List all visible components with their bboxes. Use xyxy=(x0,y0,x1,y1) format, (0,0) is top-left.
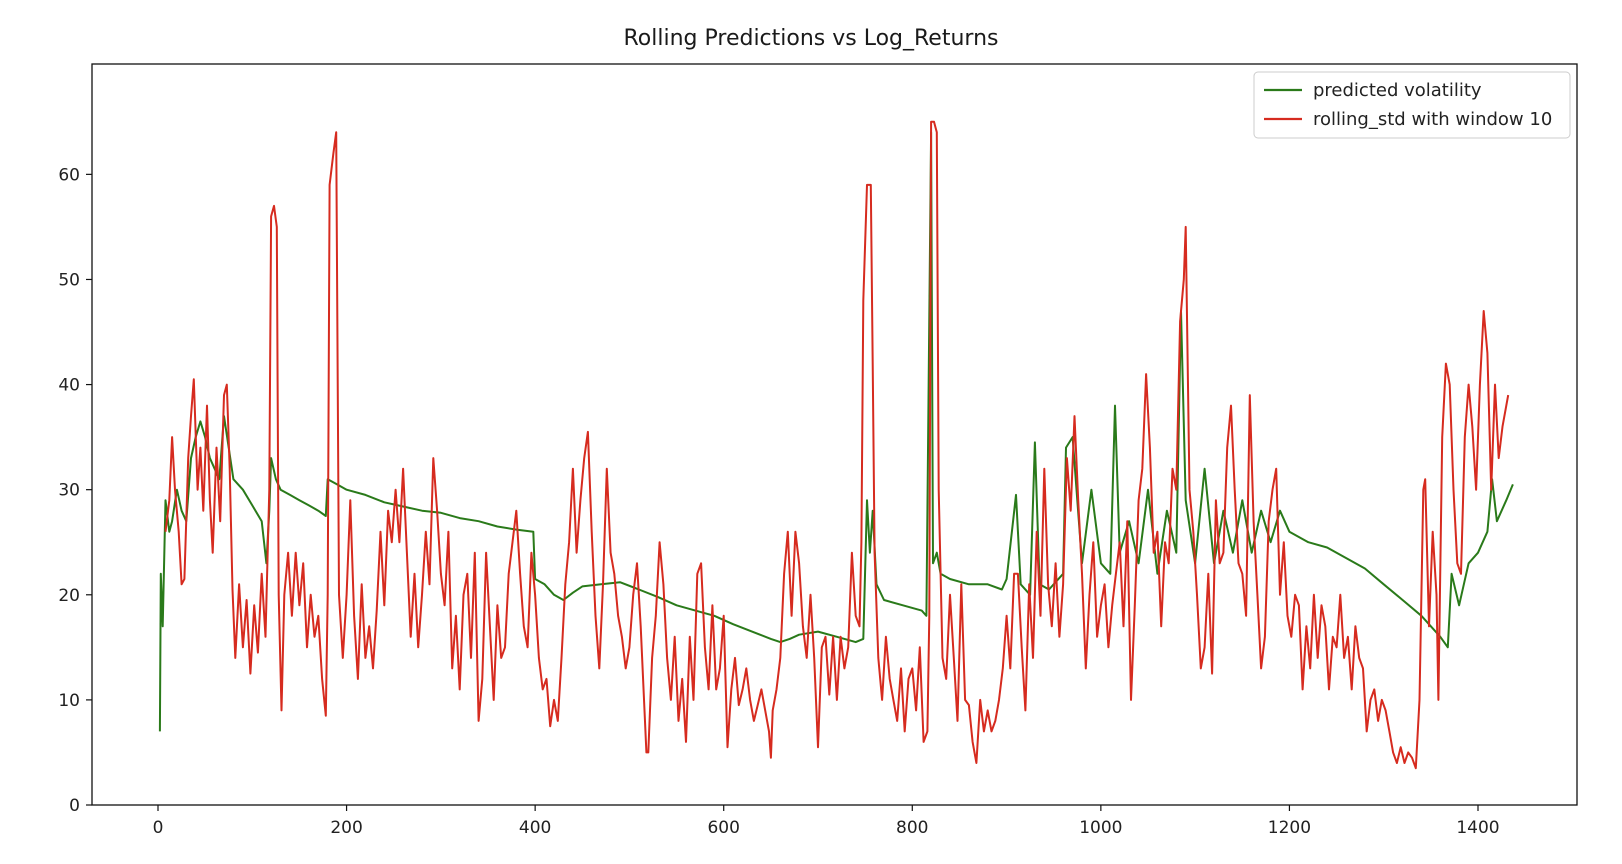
plot-frame xyxy=(91,63,1578,806)
x-tick-label: 600 xyxy=(707,818,739,838)
y-tick-label: 50 xyxy=(58,270,80,290)
x-tick-label: 200 xyxy=(330,818,362,838)
series-line-0 xyxy=(158,131,1514,732)
y-tick-label: 40 xyxy=(58,376,80,396)
y-tick-label: 0 xyxy=(69,796,80,816)
legend-label-rolling-std: rolling_std with window 10 xyxy=(1313,109,1552,130)
y-axis: 0 10 20 30 40 50 60 xyxy=(58,165,92,816)
chart-title: Rolling Predictions vs Log_Returns xyxy=(623,26,999,51)
series-line-1 xyxy=(164,120,1510,770)
x-tick-label: 1400 xyxy=(1456,818,1499,838)
x-tick-label: 400 xyxy=(519,818,551,838)
y-tick-label: 10 xyxy=(58,691,80,711)
y-tick-label: 60 xyxy=(58,165,80,185)
x-tick-label: 1200 xyxy=(1268,818,1311,838)
legend: predicted volatility rolling_std with wi… xyxy=(1253,71,1571,139)
y-tick-label: 20 xyxy=(58,586,80,606)
x-axis: 0 200 400 600 800 1000 1200 1400 xyxy=(153,805,1500,838)
y-tick-label: 30 xyxy=(58,481,80,501)
series-layer xyxy=(158,120,1514,770)
x-tick-label: 1000 xyxy=(1079,818,1122,838)
legend-box xyxy=(1253,71,1571,139)
x-tick-label: 0 xyxy=(153,818,164,838)
legend-label-predicted-volatility: predicted volatility xyxy=(1313,80,1482,101)
x-tick-label: 800 xyxy=(896,818,928,838)
